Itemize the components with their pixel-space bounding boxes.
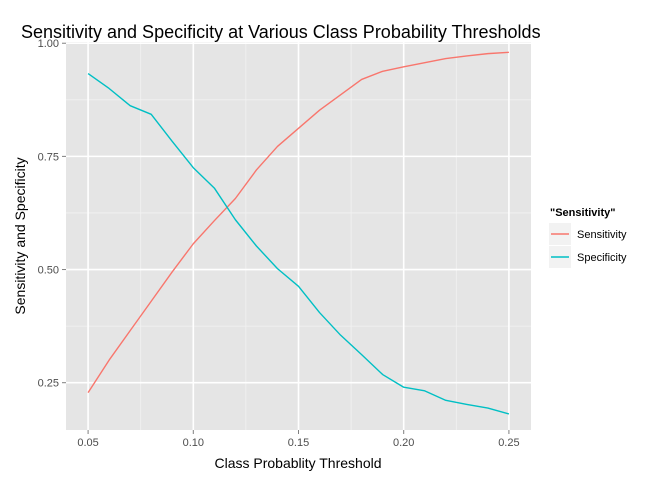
y-axis-title: Sensitivity and Specificity [12, 157, 28, 314]
y-tick-label: 0.25 [38, 378, 59, 390]
legend-label-sensitivity: Sensitivity [577, 229, 627, 241]
x-tick-label: 0.05 [77, 437, 98, 449]
legend-title: "Sensitivity" [550, 207, 615, 219]
y-tick-label: 0.75 [38, 151, 59, 163]
series-lines [87, 51, 510, 415]
legend-entries: Sensitivity Specificity [549, 223, 627, 268]
chart-title: Sensitivity and Specificity at Various C… [21, 22, 541, 42]
y-tick-label: 0.50 [38, 265, 59, 277]
x-axis-ticks: 0.05 0.10 0.15 0.20 0.25 [77, 430, 520, 449]
x-tick-label: 0.25 [498, 437, 519, 449]
series-line-specificity [87, 72, 510, 415]
x-tick-label: 0.20 [393, 437, 414, 449]
series-line-sensitivity [87, 51, 509, 394]
legend: "Sensitivity" Sensitivity Specificity [549, 207, 627, 268]
x-tick-label: 0.15 [288, 437, 309, 449]
x-axis-title: Class Probablity Threshold [214, 455, 381, 471]
x-tick-label: 0.10 [183, 437, 204, 449]
legend-label-specificity: Specificity [577, 252, 627, 264]
y-tick-label: 1.00 [38, 38, 59, 50]
grid-major [66, 42, 531, 430]
y-axis-ticks: 0.25 0.50 0.75 1.00 [38, 38, 66, 390]
